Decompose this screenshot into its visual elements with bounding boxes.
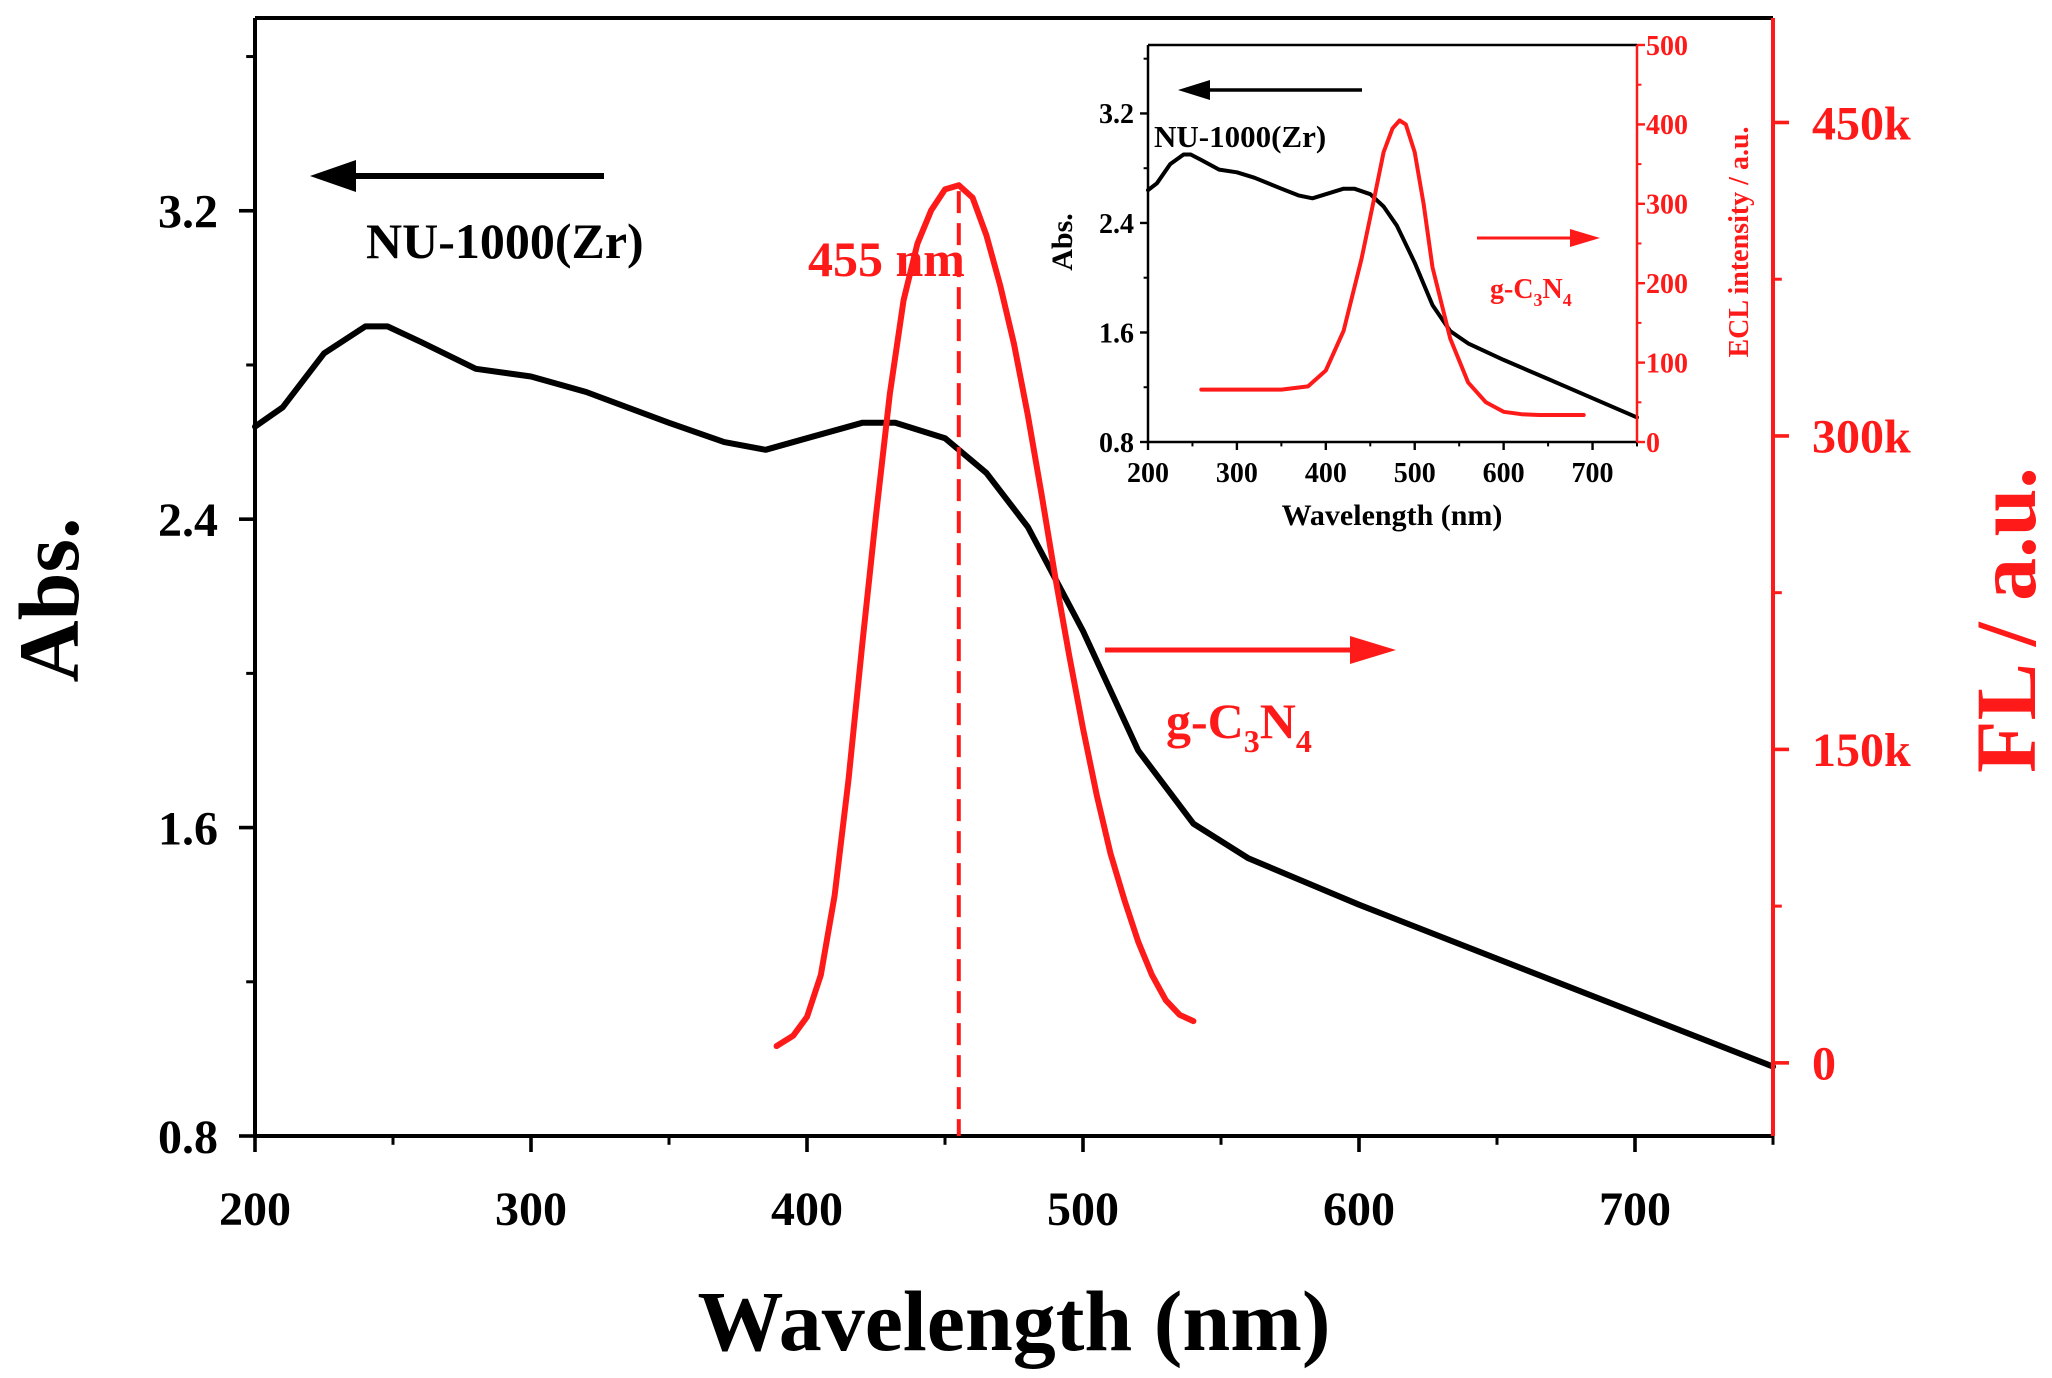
main-y-left-tick-label: 0.8 <box>158 1111 218 1164</box>
inset-x-tick-label: 400 <box>1305 458 1347 489</box>
inset-y-right-tick-label: 200 <box>1646 269 1688 300</box>
main-x-tick-label: 700 <box>1599 1183 1671 1236</box>
main-y-left-tick-label: 1.6 <box>158 802 218 855</box>
inset-y-right-tick-label: 0 <box>1646 428 1660 459</box>
inset-nu1000-label: NU-1000(Zr) <box>1154 119 1326 154</box>
inset-y-left-tick-label: 2.4 <box>1099 209 1134 240</box>
main-y-right-tick-label: 0 <box>1812 1038 1836 1091</box>
main-left-axis-title: Abs. <box>1 518 97 683</box>
nu1000-label: NU-1000(Zr) <box>366 213 644 269</box>
inset-y-left-tick-label: 0.8 <box>1099 428 1134 459</box>
main-x-tick-label: 600 <box>1323 1183 1395 1236</box>
inset-x-tick-label: 500 <box>1394 458 1436 489</box>
inset-y-right-tick-label: 100 <box>1646 348 1688 379</box>
inset-series-line-nu1000 <box>1146 152 1639 420</box>
inset-x-tick-label: 700 <box>1572 458 1614 489</box>
main-x-tick-label: 300 <box>495 1183 567 1236</box>
main-ticks: 200 300 400 500 600 700 0.8 1.6 2.4 3.2 0 150k 300k 4… <box>158 55 1911 1236</box>
inset-left-axis-title: Abs. <box>1046 213 1079 271</box>
main-x-axis-title: Wavelength (nm) <box>697 1273 1330 1369</box>
inset-x-axis-title: Wavelength (nm) <box>1282 499 1503 532</box>
inset-x-tick-label: 300 <box>1216 458 1258 489</box>
inset-y-right-tick-label: 400 <box>1646 110 1688 141</box>
inset-plot: 200 300 400 500 600 700 0.8 1.6 2.4 3.2 0 100 200 300… <box>1046 31 1755 532</box>
inset-gc3n4-arrow-head <box>1570 229 1600 247</box>
inset-y-left-tick-label: 1.6 <box>1099 318 1134 349</box>
main-x-tick-label: 500 <box>1047 1183 1119 1236</box>
main-series-line-nu1000 <box>252 323 1776 1070</box>
inset-series-line-gc3n4 <box>1199 118 1586 417</box>
inset-y-left-tick-label: 3.2 <box>1099 99 1134 130</box>
main-x-tick-label: 200 <box>219 1183 291 1236</box>
main-y-right-tick-label: 300k <box>1812 411 1911 464</box>
main-series-line-gc3n4 <box>773 182 1197 1050</box>
main-y-left-tick-label: 2.4 <box>158 494 218 547</box>
gc3n4-arrow-head <box>1350 636 1396 664</box>
inset-gc3n4-label: g-C3N4 <box>1490 274 1572 310</box>
nu1000-arrow-head <box>310 160 356 192</box>
inset-right-axis-title: ECL intensity / a.u. <box>1724 126 1755 357</box>
inset-x-tick-label: 200 <box>1127 458 1169 489</box>
main-right-axis-title: FL / a.u. <box>1958 467 2052 773</box>
inset-y-right-tick-label: 500 <box>1646 31 1688 62</box>
main-plot: 200 300 400 500 600 700 0.8 1.6 2.4 3.2 0 150k 300k 4… <box>1 16 2052 1369</box>
main-series-layer <box>252 182 1776 1070</box>
inset-x-tick-label: 600 <box>1483 458 1525 489</box>
main-y-right-tick-label: 150k <box>1812 724 1911 777</box>
inset-y-right-tick-label: 300 <box>1646 190 1688 221</box>
inset-series-layer <box>1146 118 1639 420</box>
peak-label: 455 nm <box>808 231 965 287</box>
inset-ticks: 200 300 400 500 600 700 0.8 1.6 2.4 3.2 0 100 200 300… <box>1099 31 1688 489</box>
main-y-left-tick-label: 3.2 <box>158 186 218 239</box>
main-x-tick-label: 400 <box>771 1183 843 1236</box>
gc3n4-label: g-C3N4 <box>1166 693 1312 759</box>
main-y-right-tick-label: 450k <box>1812 97 1911 150</box>
inset-nu1000-arrow-head <box>1178 80 1210 100</box>
